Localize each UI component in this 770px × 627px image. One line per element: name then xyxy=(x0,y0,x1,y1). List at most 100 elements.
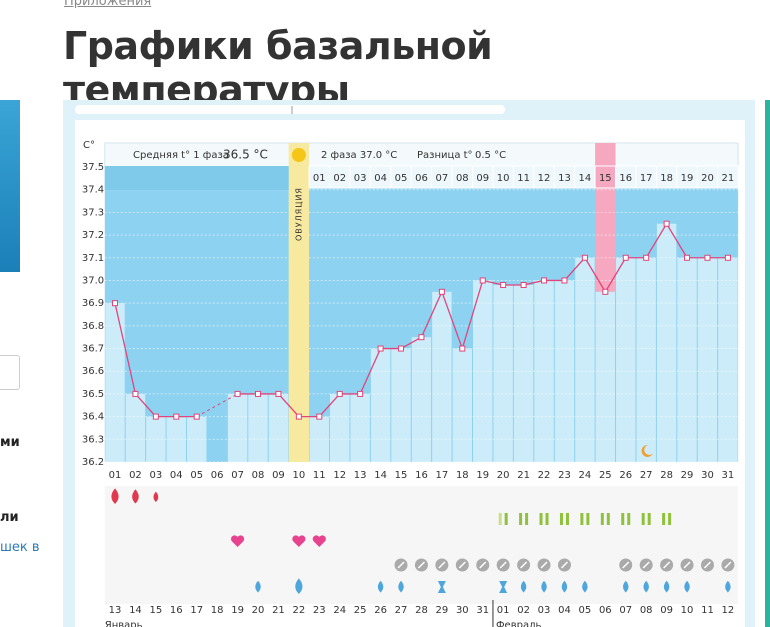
pill-slash xyxy=(438,561,446,569)
cycle-day-label: 07 xyxy=(436,173,449,184)
point xyxy=(561,277,568,284)
point xyxy=(622,254,629,261)
point xyxy=(459,345,466,352)
date-label: 20 xyxy=(252,605,265,616)
point xyxy=(500,282,507,288)
date-label: 01 xyxy=(497,605,510,616)
cycle-day-label: 16 xyxy=(619,173,632,184)
date-label: 27 xyxy=(395,605,408,616)
y-tick-label: 37.3 xyxy=(82,207,104,218)
date-label: 04 xyxy=(558,605,571,616)
x-tick-label: 09 xyxy=(272,470,285,481)
water-icon xyxy=(541,580,547,593)
mucus-icon xyxy=(559,513,563,525)
bar xyxy=(697,257,718,462)
point xyxy=(234,390,241,397)
date-label: 22 xyxy=(293,605,306,616)
highlight-column xyxy=(595,143,616,292)
scrollbar[interactable] xyxy=(75,105,505,114)
date-label: 21 xyxy=(272,605,285,616)
x-tick-label: 25 xyxy=(599,470,612,481)
date-label: 15 xyxy=(149,605,162,616)
y-tick-label: 37.2 xyxy=(82,230,104,241)
mucus-icon xyxy=(606,513,610,525)
unit-label: C° xyxy=(83,140,95,151)
pill-slash xyxy=(499,561,507,569)
x-tick-label: 18 xyxy=(456,470,469,481)
water-icon xyxy=(663,580,670,593)
date-label: 31 xyxy=(476,605,489,616)
y-tick-label: 36.4 xyxy=(82,412,104,423)
breadcrumb[interactable]: Приложения xyxy=(64,0,152,9)
sidebar-input[interactable] xyxy=(0,355,20,390)
date-label: 18 xyxy=(211,605,224,616)
sidebar-text[interactable]: ми xyxy=(0,435,20,450)
point xyxy=(581,254,588,261)
bar xyxy=(718,257,738,462)
x-tick-label: 12 xyxy=(333,470,346,481)
date-label: 28 xyxy=(415,605,428,616)
date-label: 29 xyxy=(436,605,449,616)
bar xyxy=(330,393,350,462)
cycle-day-label: 08 xyxy=(456,173,469,184)
bar xyxy=(616,257,636,462)
date-label: 14 xyxy=(129,605,142,616)
pill-slash xyxy=(703,561,712,569)
water-icon xyxy=(623,580,629,593)
x-tick-label: 07 xyxy=(231,470,244,481)
right-strip xyxy=(765,100,770,627)
point xyxy=(663,220,670,227)
diff-value: 0.5 °C xyxy=(475,150,506,161)
pill-slash xyxy=(479,561,487,569)
top-band xyxy=(104,166,289,190)
x-tick-label: 11 xyxy=(313,470,326,481)
water-icon xyxy=(255,580,261,593)
x-tick-label: 01 xyxy=(109,470,122,481)
bar xyxy=(166,416,187,462)
water-icon xyxy=(377,580,384,593)
sidebar-link[interactable]: шек в xyxy=(0,540,40,555)
page-title: Графики базальной температуры xyxy=(63,24,493,112)
bar xyxy=(411,337,432,462)
bar xyxy=(493,285,513,462)
date-label: 23 xyxy=(313,605,326,616)
bleeding-icon xyxy=(132,489,139,504)
x-tick-label: 13 xyxy=(354,470,367,481)
x-tick-label: 19 xyxy=(476,470,489,481)
bleeding-icon xyxy=(153,491,159,502)
cycle-day-label: 02 xyxy=(333,173,346,184)
bar xyxy=(146,416,166,462)
mucus-icon xyxy=(621,513,625,525)
sidebar-image[interactable] xyxy=(0,100,20,272)
bar xyxy=(309,416,330,462)
cycle-day-label: 21 xyxy=(722,173,735,184)
pill-slash xyxy=(397,561,405,569)
x-tick-label: 16 xyxy=(415,470,428,481)
y-tick-label: 36.5 xyxy=(82,389,104,400)
water-icon xyxy=(725,580,731,593)
hourglass-icon xyxy=(499,581,508,593)
y-tick-label: 37.1 xyxy=(82,253,104,264)
point xyxy=(684,254,691,261)
date-label: 25 xyxy=(354,605,367,616)
water-icon xyxy=(295,578,303,594)
phase1-value: 36.5 °C xyxy=(223,148,268,162)
pill-slash xyxy=(724,561,732,569)
x-tick-label: 14 xyxy=(374,470,387,481)
cycle-day-label: 15 xyxy=(599,173,612,184)
bar xyxy=(595,291,616,462)
bar xyxy=(187,416,207,462)
sidebar-text[interactable]: ли xyxy=(0,510,19,525)
point xyxy=(724,254,731,261)
point xyxy=(173,413,180,420)
point xyxy=(295,413,302,420)
x-tick-label: 08 xyxy=(252,470,265,481)
cycle-day-label: 03 xyxy=(354,173,367,184)
gap-connector xyxy=(196,393,238,418)
icons-bg xyxy=(104,486,739,604)
pill-slash xyxy=(560,561,568,569)
bar xyxy=(677,257,697,462)
mucus-icon xyxy=(600,513,604,525)
bar xyxy=(432,291,452,462)
diff-label: Разница t° xyxy=(417,150,473,161)
